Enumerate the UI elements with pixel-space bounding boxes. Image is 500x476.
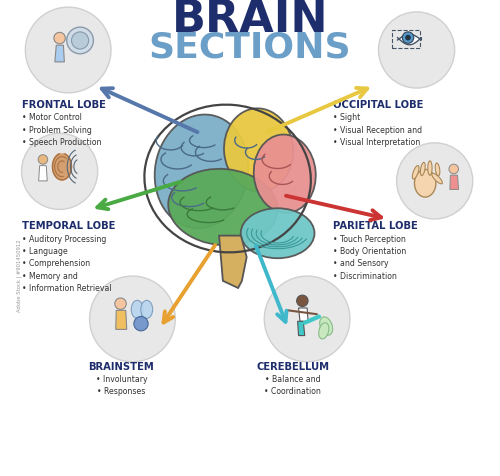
Circle shape	[72, 32, 88, 49]
Polygon shape	[52, 154, 72, 180]
Ellipse shape	[168, 169, 278, 245]
Text: • Language: • Language	[22, 247, 68, 256]
Text: BRAIN: BRAIN	[172, 0, 328, 40]
Polygon shape	[116, 310, 126, 329]
Text: • and Sensory: • and Sensory	[334, 259, 389, 268]
Text: • Involuntary: • Involuntary	[96, 375, 148, 384]
Text: • Balance and: • Balance and	[265, 375, 320, 384]
Circle shape	[378, 12, 454, 88]
Polygon shape	[55, 45, 64, 62]
Text: BRAINSTEM: BRAINSTEM	[88, 362, 154, 372]
Ellipse shape	[420, 162, 425, 176]
Ellipse shape	[131, 300, 143, 318]
Ellipse shape	[224, 109, 293, 191]
Text: • Body Orientation: • Body Orientation	[334, 247, 406, 256]
Text: • Auditory Processing: • Auditory Processing	[22, 235, 106, 244]
Ellipse shape	[432, 173, 442, 184]
Ellipse shape	[240, 208, 314, 258]
Circle shape	[115, 298, 126, 309]
Text: CEREBELLUM: CEREBELLUM	[256, 362, 330, 372]
Text: SECTIONS: SECTIONS	[148, 30, 352, 65]
Circle shape	[38, 155, 48, 164]
Text: • Visual Interpretation: • Visual Interpretation	[334, 138, 420, 147]
Circle shape	[66, 27, 94, 54]
Ellipse shape	[318, 323, 329, 339]
Text: • Motor Control: • Motor Control	[22, 113, 82, 122]
Ellipse shape	[154, 115, 248, 228]
Text: • Speech Production: • Speech Production	[22, 138, 101, 147]
Text: PARIETAL LOBE: PARIETAL LOBE	[334, 221, 418, 231]
Text: Adobe Stock | #901450912: Adobe Stock | #901450912	[17, 240, 22, 312]
Text: • Visual Reception and: • Visual Reception and	[334, 126, 422, 135]
Circle shape	[402, 32, 413, 43]
Text: • Information Retrieval: • Information Retrieval	[22, 284, 111, 293]
Text: • Memory and: • Memory and	[22, 272, 78, 281]
Ellipse shape	[428, 161, 432, 175]
Ellipse shape	[320, 317, 332, 335]
Ellipse shape	[141, 300, 152, 318]
Ellipse shape	[412, 166, 419, 179]
Ellipse shape	[414, 169, 436, 197]
Text: • Discrimination: • Discrimination	[334, 272, 397, 281]
Text: FRONTAL LOBE: FRONTAL LOBE	[22, 100, 105, 110]
Text: • Comprehension: • Comprehension	[22, 259, 90, 268]
Circle shape	[264, 276, 350, 362]
Circle shape	[405, 35, 411, 40]
Circle shape	[134, 317, 148, 331]
Circle shape	[90, 276, 176, 362]
Ellipse shape	[254, 135, 316, 213]
Text: • Touch Perception: • Touch Perception	[334, 235, 406, 244]
Text: TEMPORAL LOBE: TEMPORAL LOBE	[22, 221, 115, 231]
Text: • Problem Solving: • Problem Solving	[22, 126, 92, 135]
Text: • Sight: • Sight	[334, 113, 360, 122]
Polygon shape	[38, 166, 47, 181]
Polygon shape	[450, 175, 458, 189]
Text: • Coordination: • Coordination	[264, 387, 322, 397]
Polygon shape	[298, 308, 308, 321]
Circle shape	[449, 164, 458, 174]
Circle shape	[26, 7, 111, 93]
Polygon shape	[298, 321, 304, 336]
Circle shape	[22, 133, 98, 209]
Text: OCCIPITAL LOBE: OCCIPITAL LOBE	[334, 100, 424, 110]
Circle shape	[396, 143, 473, 219]
Polygon shape	[219, 236, 246, 288]
Text: • Responses: • Responses	[98, 387, 146, 397]
Circle shape	[296, 295, 308, 307]
Ellipse shape	[435, 163, 440, 176]
Circle shape	[54, 32, 66, 44]
